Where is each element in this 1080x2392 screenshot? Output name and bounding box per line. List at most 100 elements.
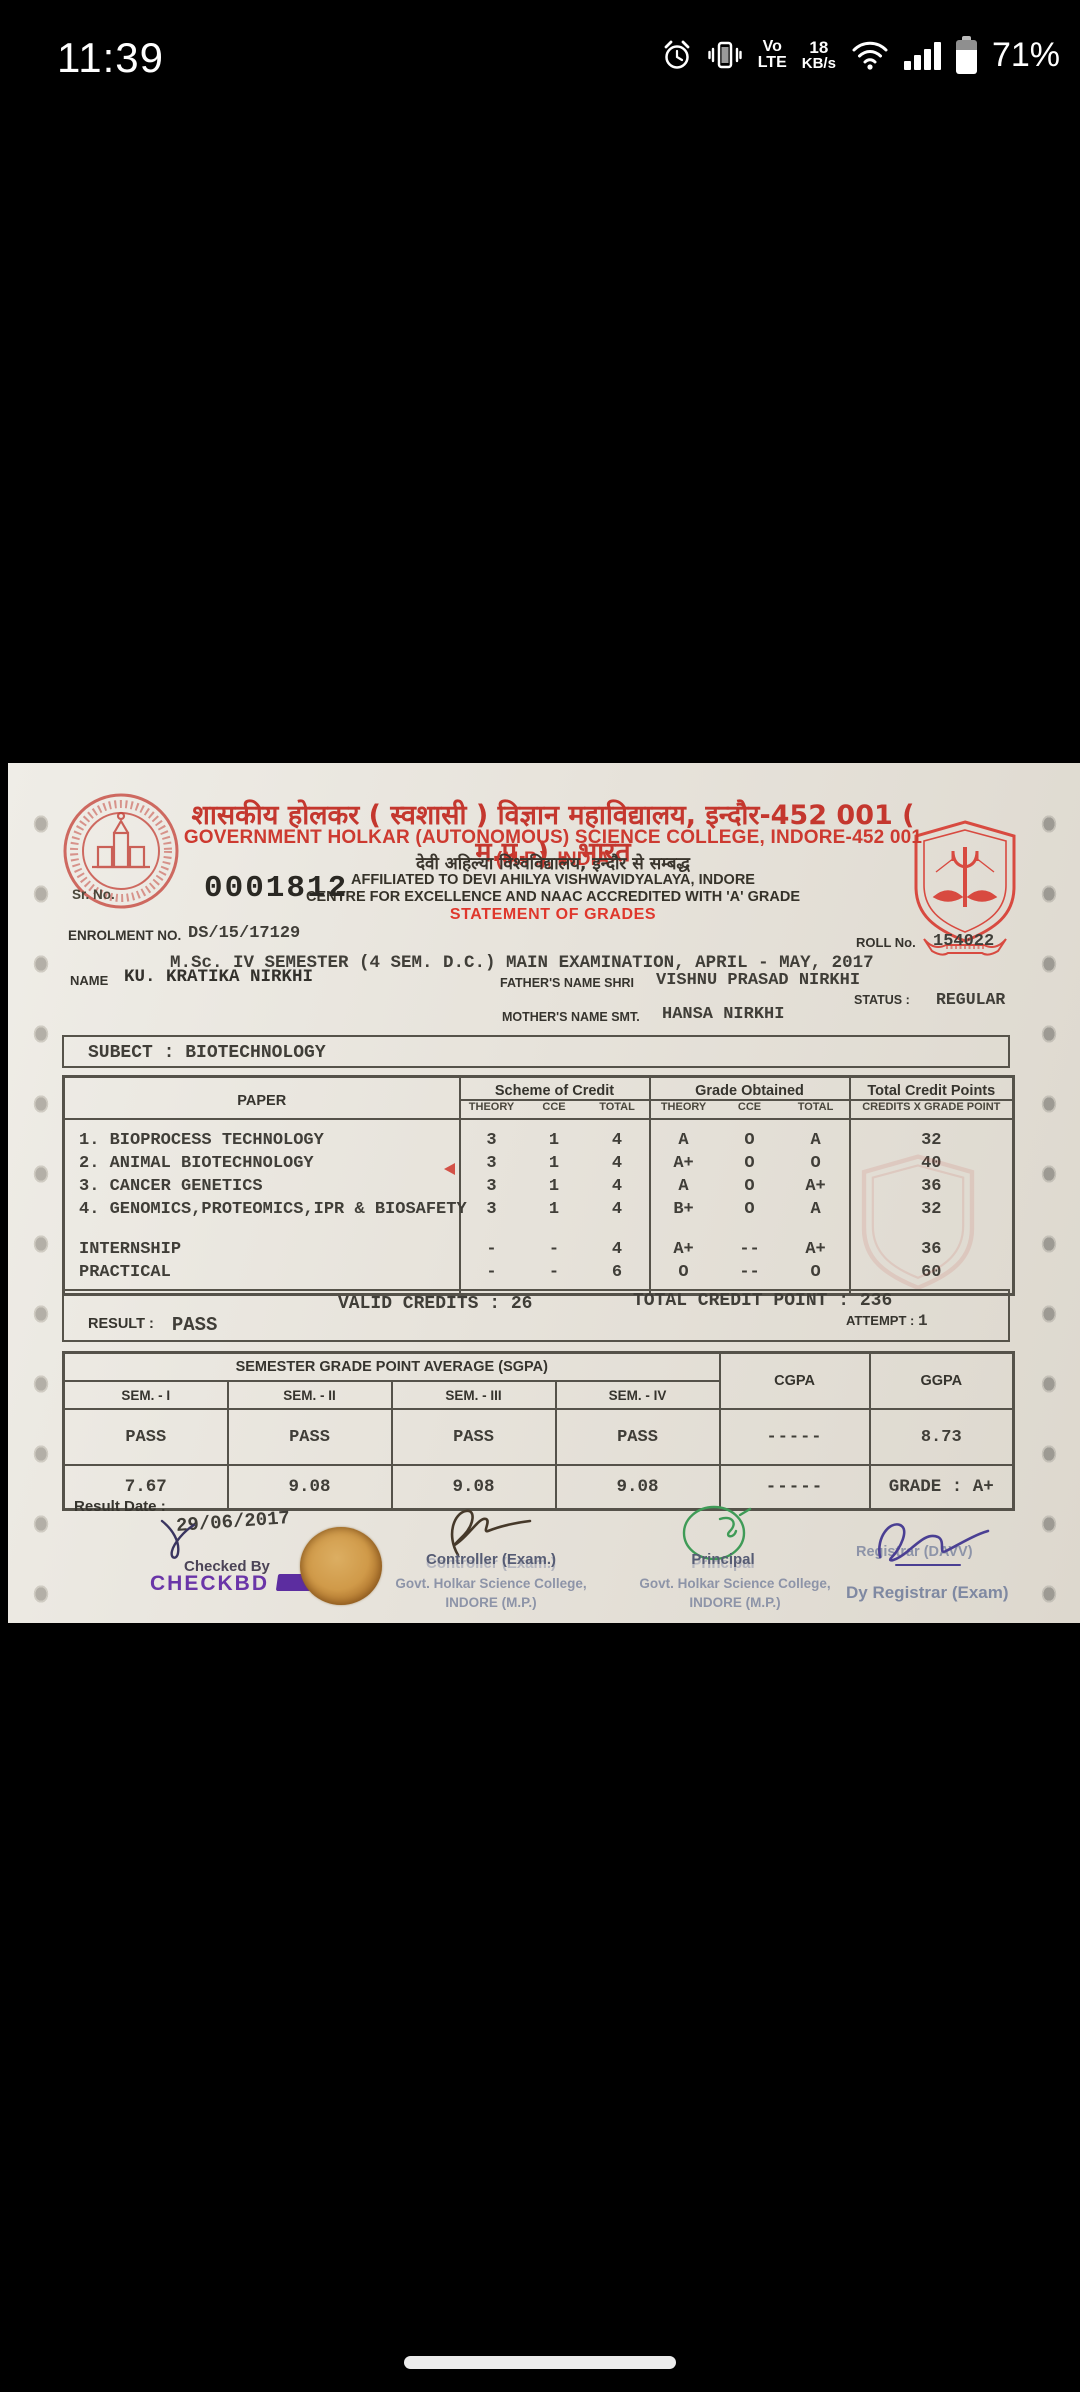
table-row: INTERNSHIP - - 4 A+ -- A+ 36 — [64, 1238, 1014, 1261]
subcol-cce2: CCE — [716, 1100, 783, 1120]
credit-points: 36 — [848, 1238, 1014, 1261]
cgpa-points: ----- — [718, 1464, 871, 1511]
result-date-label: Result Date : — [74, 1498, 166, 1515]
home-indicator-bar[interactable] — [404, 2356, 676, 2369]
mother-name-label: MOTHER'S NAME SMT. — [502, 1010, 640, 1024]
credit-points: 32 — [848, 1198, 1014, 1221]
checked-by-signature — [160, 1519, 196, 1559]
ggpa-header: GGPA — [868, 1351, 1015, 1410]
sgpa-table: SEMESTER GRADE POINT AVERAGE (SGPA) CGPA… — [62, 1351, 1016, 1511]
registrar-signature — [878, 1523, 990, 1566]
subcol-theory: THEORY — [458, 1100, 523, 1120]
subcol-total2: TOTAL — [782, 1100, 850, 1120]
col-header-paper: PAPER — [63, 1076, 460, 1120]
serial-number-label: Sr. No. — [72, 887, 115, 902]
paper-name: 2. ANIMAL BIOTECHNOLOGY — [79, 1154, 314, 1173]
subcol-theory2: THEORY — [648, 1100, 717, 1120]
college-round-seal-icon — [63, 793, 179, 909]
col-header-points: Total Credit Points — [848, 1076, 1014, 1101]
college-name-english: GOVERNMENT HOLKAR (AUTONOMOUS) SCIENCE C… — [183, 827, 923, 870]
controller-stamp-org: Govt. Holkar Science College, — [395, 1576, 587, 1591]
father-name: VISHNU PRASAD NIRKHI — [656, 971, 861, 990]
col-header-grade: Grade Obtained — [648, 1076, 850, 1101]
signal-strength-icon — [903, 40, 941, 70]
sgpa-result-row: PASS PASS PASS PASS ----- 8.73 — [62, 1408, 1015, 1466]
paper-name: PRACTICAL — [79, 1263, 171, 1282]
examination-line: M.Sc. IV SEMESTER (4 SEM. D.C.) MAIN EXA… — [170, 953, 874, 973]
paper-name: 3. CANCER GENETICS — [79, 1177, 263, 1196]
table-row: 3. CANCER GENETICS 3 1 4 A O A+ 36 — [64, 1175, 1014, 1198]
emblem-watermark-icon — [861, 1154, 975, 1291]
college-emblem-icon — [914, 820, 1016, 956]
paper-name: INTERNSHIP — [79, 1240, 182, 1259]
cgpa-result: ----- — [718, 1408, 871, 1466]
accreditation-line: CENTRE FOR EXCELLENCE AND NAAC ACCREDITE… — [306, 889, 800, 905]
subcol-credits-x-gradepoint: CREDITS X GRADE POINT — [848, 1100, 1014, 1120]
cgpa-header: CGPA — [718, 1351, 871, 1410]
credit-points: 36 — [848, 1175, 1014, 1198]
credit-points: 40 — [848, 1152, 1014, 1175]
red-pen-mark-icon — [444, 1163, 455, 1175]
gold-embossed-seal-icon — [300, 1527, 382, 1605]
result-label: RESULT : — [88, 1316, 154, 1332]
volte-top-label: Vo — [762, 38, 782, 55]
subcol-total: TOTAL — [585, 1100, 650, 1120]
sem4-header: SEM. - IV — [554, 1380, 721, 1410]
vibrate-icon — [708, 41, 742, 69]
wifi-icon — [852, 41, 888, 70]
registrar-stamp-text: Registrar (DAVV) — [856, 1544, 973, 1560]
attempt: ATTEMPT : 1 — [846, 1312, 928, 1330]
volte-bottom-label: LTE — [757, 54, 787, 71]
enrolment-number: DS/15/17129 — [188, 924, 301, 943]
valid-credits: VALID CREDITS : 26 — [338, 1294, 533, 1314]
battery-percent: 71% — [991, 35, 1060, 74]
controller-stamp-title: Controller (Exam.) — [425, 1551, 557, 1568]
sgpa-title: SEMESTER GRADE POINT AVERAGE (SGPA) — [62, 1351, 721, 1382]
subject-line: SUBECT : BIOTECHNOLOGY — [62, 1035, 1010, 1068]
roll-number: 154022 — [933, 932, 995, 951]
paper-name: 4. GENOMICS,PROTEOMICS,IPR & BIOSAFETY — [79, 1200, 467, 1219]
roll-number-label: ROLL No. — [856, 935, 916, 950]
controller-signature — [450, 1509, 532, 1557]
table-row: 4. GENOMICS,PROTEOMICS,IPR & BIOSAFETY 3… — [64, 1198, 1014, 1221]
subcol-cce: CCE — [522, 1100, 586, 1120]
checked-by-label: Checked By — [184, 1558, 270, 1575]
sem1-header: SEM. - I — [62, 1380, 229, 1410]
status-icons: Vo LTE 18 KB/s 71% — [662, 0, 1060, 110]
sprocket-holes-left — [24, 789, 58, 1613]
sgpa-points-row: 7.67 9.08 9.08 9.08 ----- GRADE : A+ — [62, 1464, 1015, 1511]
table-row: 1. BIOPROCESS TECHNOLOGY 3 1 4 A O A 32 — [64, 1129, 1014, 1152]
paper-name: 1. BIOPROCESS TECHNOLOGY — [79, 1131, 324, 1150]
attempt-value: 1 — [917, 1312, 928, 1330]
grades-table: PAPER Scheme of Credit Grade Obtained To… — [62, 1075, 1016, 1296]
attempt-label: ATTEMPT : — [846, 1313, 915, 1328]
result-box — [62, 1289, 1010, 1342]
sprocket-holes-right — [1032, 789, 1066, 1613]
col-header-scheme: Scheme of Credit — [458, 1076, 650, 1101]
affiliation-english: AFFILIATED TO DEVI AHILYA VISHWAVIDYALAY… — [351, 872, 755, 888]
principal-stamp-title: Principal — [691, 1551, 755, 1568]
status-bar: 11:39 Vo LTE 18 KB/s — [0, 0, 1080, 110]
mother-name: HANSA NIRKHI — [662, 1005, 785, 1024]
status-label: STATUS : — [854, 993, 910, 1007]
sem3-header: SEM. - III — [390, 1380, 557, 1410]
net-speed-unit: KB/s — [801, 55, 836, 72]
result-value: PASS — [171, 1314, 218, 1336]
student-name: KU. KRATIKA NIRKHI — [124, 967, 314, 987]
net-speed-value: 18 — [809, 38, 829, 57]
credit-points: 32 — [848, 1129, 1014, 1152]
college-name-hindi: शासकीय होलकर ( स्वशासी ) विज्ञान महाविद्… — [191, 800, 915, 868]
principal-stamp-org: Govt. Holkar Science College, — [639, 1576, 831, 1591]
principal-signature — [682, 1505, 752, 1561]
enrolment-label: ENROLMENT NO. — [68, 928, 182, 943]
network-speed-indicator: 18 KB/s — [802, 39, 836, 71]
credit-points: 60 — [848, 1261, 1014, 1284]
volte-icon: Vo LTE — [758, 39, 787, 71]
dy-registrar-title: Dy Registrar (Exam) — [846, 1583, 1009, 1602]
ggpa-value: 8.73 — [868, 1408, 1015, 1466]
final-grade: GRADE : A+ — [868, 1464, 1015, 1511]
serial-number: 0001812 — [204, 871, 349, 906]
clock-time: 11:39 — [57, 34, 164, 81]
affiliation-hindi: देवी अहिल्या विश्वविद्यालय, इन्दौर से सम… — [415, 854, 691, 874]
document-title: STATEMENT OF GRADES — [449, 906, 657, 923]
